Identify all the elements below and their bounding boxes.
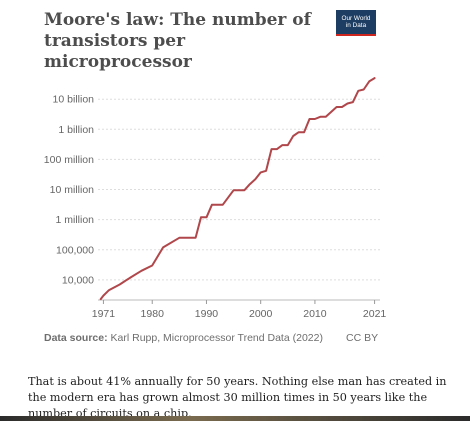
x-tick-label: 2000: [249, 308, 273, 320]
x-tick-label: 1971: [92, 308, 116, 320]
logo-text-line1: Our World: [341, 14, 371, 22]
x-tick-label: 1980: [141, 308, 165, 320]
series-layer: [99, 77, 376, 301]
series-line-transistors: [99, 77, 376, 301]
y-tick-label: 1 million: [55, 214, 94, 226]
data-source-text: Karl Rupp, Microprocessor Trend Data (20…: [110, 332, 323, 344]
chart-card: Moore's law: The number of transistors p…: [43, 10, 387, 344]
y-tick-label: 100 million: [44, 154, 94, 166]
y-tick-label: 10,000: [62, 274, 94, 286]
license-label[interactable]: CC BY: [346, 332, 379, 344]
y-tick-label: 10 billion: [53, 94, 95, 106]
x-tick-label: 1990: [195, 308, 219, 320]
chart-plot: 10,000 100,000 1 million 10 million 100 mill…: [44, 77, 387, 320]
x-tick-label: 2021: [363, 308, 387, 320]
y-tick-label: 1 billion: [58, 124, 94, 136]
x-axis-ticks: 1971 1980 1990 2000 2010 2021: [92, 299, 387, 320]
bottom-image-strip: [0, 416, 470, 421]
x-tick-label: 2010: [303, 308, 327, 320]
chart-title: Moore's law: The number of transistors p…: [44, 10, 311, 72]
logo-text-line2: in Data: [345, 22, 367, 29]
caption-text: That is about 41% annually for 50 years.…: [28, 375, 447, 420]
owid-logo[interactable]: Our World in Data: [336, 10, 376, 36]
y-axis-ticks: 10,000 100,000 1 million 10 million 100 mill…: [44, 94, 94, 287]
data-source: Data source: Karl Rupp, Microprocessor T…: [44, 332, 323, 344]
data-source-label: Data source:: [44, 332, 108, 344]
y-tick-label: 100,000: [56, 244, 94, 256]
y-tick-label: 10 million: [50, 184, 95, 196]
